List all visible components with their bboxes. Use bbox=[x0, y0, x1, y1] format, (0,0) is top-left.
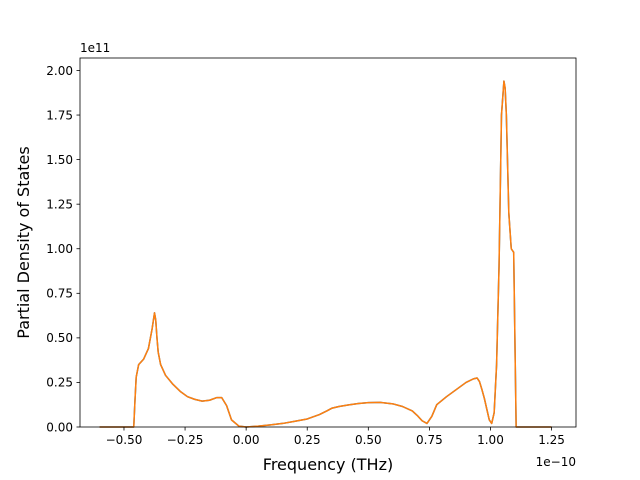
series-layer bbox=[99, 80, 552, 428]
x-axis-ticks: −0.50 −0.25 0.00 0.25 0.50 0.75 1.00 1.25 bbox=[106, 427, 565, 447]
x-tick-label: 0.75 bbox=[416, 433, 443, 447]
x-tick-label: 1.00 bbox=[477, 433, 504, 447]
y-tick-label: 1.50 bbox=[46, 153, 73, 167]
y-tick-label: 0.75 bbox=[46, 287, 73, 301]
y-tick-label: 1.25 bbox=[46, 197, 73, 211]
axes-frame bbox=[79, 57, 577, 428]
series-line-2 bbox=[99, 80, 552, 428]
x-tick-label: 1.25 bbox=[538, 433, 565, 447]
x-tick-label: −0.25 bbox=[167, 433, 204, 447]
x-tick-label: −0.50 bbox=[106, 433, 143, 447]
y-axis-ticks: 0.00 0.25 0.50 0.75 1.00 1.25 1.50 1.75 2.00 bbox=[46, 64, 80, 434]
y-tick-label: 0.25 bbox=[46, 376, 73, 390]
y-tick-label: 2.00 bbox=[46, 64, 73, 78]
y-tick-label: 0.50 bbox=[46, 331, 73, 345]
y-tick-label: 1.75 bbox=[46, 108, 73, 122]
plot-area bbox=[79, 57, 577, 428]
x-axis-offset-text: 1e−10 bbox=[536, 455, 576, 469]
x-tick-label: 0.00 bbox=[233, 433, 260, 447]
x-axis-label: Frequency (THz) bbox=[263, 455, 393, 474]
y-axis-label: Partial Density of States bbox=[14, 146, 33, 338]
x-tick-label: 0.25 bbox=[294, 433, 321, 447]
y-tick-label: 1.00 bbox=[46, 242, 73, 256]
y-axis-offset-text: 1e11 bbox=[80, 41, 110, 55]
x-tick-label: 0.50 bbox=[355, 433, 382, 447]
y-tick-label: 0.00 bbox=[46, 420, 73, 434]
